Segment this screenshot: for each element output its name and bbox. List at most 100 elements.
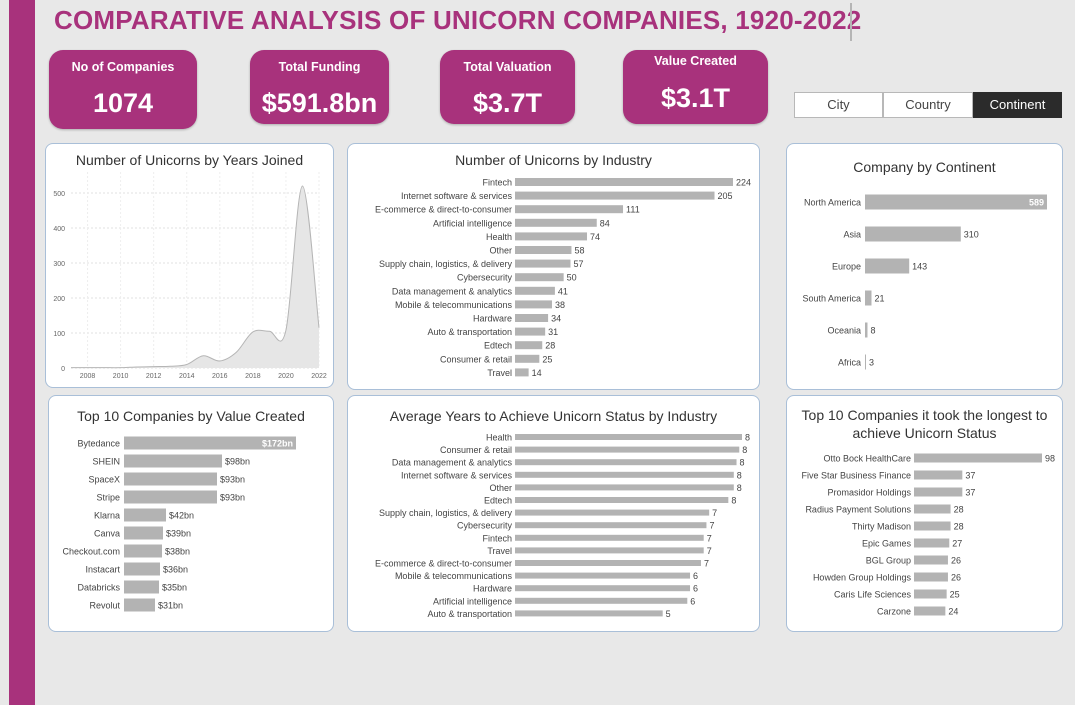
y-tick-label: 400 [53,226,65,233]
bar [124,454,222,468]
bar [515,434,742,440]
data-label: 8 [737,483,742,493]
bar [914,606,946,616]
category-label: SpaceX [88,475,120,485]
data-label: 111 [626,205,640,215]
category-label: Data management & analytics [392,458,513,468]
data-label: 589 [1029,198,1044,208]
data-label: 8 [870,326,875,336]
bar [515,246,572,254]
data-label: 310 [964,230,979,240]
bar [515,522,707,529]
chart-longest-to-unicorn: Top 10 Companies it took the longest to … [786,395,1063,632]
chart-years-joined: Number of Unicorns by Years Joined 0 100 2… [45,143,334,388]
category-label: Artificial intelligence [433,596,512,606]
bar [124,562,160,576]
bar [515,191,715,200]
kpi-label: Total Funding [278,60,361,74]
category-label: SHEIN [92,457,120,467]
category-label: Cybersecurity [457,273,513,283]
data-label: 8 [737,470,742,480]
bar [515,484,734,491]
data-label: 7 [709,521,714,531]
data-label: 74 [590,232,600,242]
bar [515,218,597,227]
slicer-city-button[interactable]: City [794,92,883,118]
bar [515,178,733,186]
category-label: Otto Bock HealthCare [823,454,911,464]
category-label: Internet software & services [401,470,513,480]
bar [124,544,162,558]
chart-avg-years-by-industry: Average Years to Achieve Unicorn Status … [347,395,760,632]
bar [515,471,734,478]
bar [515,232,588,241]
kpi-value: $591.8bn [261,88,378,118]
category-label: Hardware [473,314,512,324]
x-tick-label: 2012 [146,373,162,380]
bar [124,508,166,522]
data-label: 98 [1045,454,1055,464]
x-tick-label: 2018 [245,373,261,380]
slicer-continent-button[interactable]: Continent [973,92,1062,118]
category-label: North America [804,198,861,208]
bar [914,453,1042,463]
data-label: $35bn [162,583,187,593]
category-label: Canva [94,529,120,539]
bar [914,521,951,531]
data-label: $93bn [220,493,245,503]
area-fill [71,185,319,368]
x-tick-label: 2020 [278,373,294,380]
category-label: BGL Group [866,556,911,566]
data-label: 8 [740,458,745,468]
category-label: Cybersecurity [457,521,513,531]
category-label: Travel [487,368,512,378]
bar [865,194,1047,210]
x-tick-label: 2010 [113,373,129,380]
x-tick-label: 2016 [212,373,228,380]
category-label: Carzone [877,607,911,617]
sidebar [9,0,35,705]
category-label: Travel [487,546,512,556]
chart-years-svg: 0 100 200 300 400 500 2008 2010 2012 2014 2016 2018… [53,172,327,380]
data-label: 21 [874,294,884,304]
data-label: 14 [532,368,542,378]
bar [124,526,163,540]
category-label: Radius Payment Solutions [805,505,911,515]
chart-avgyears-svg: Health 8 Consumer & retail 8 Data management… [375,433,750,619]
data-label: 6 [693,571,698,581]
data-label: 25 [950,590,960,600]
chart-title: Top 10 Companies by Value Created [77,408,305,424]
data-label: 26 [951,556,961,566]
kpi-card-funding: Total Funding $591.8bn [250,50,389,124]
series-line [71,185,320,369]
title-divider [850,3,852,41]
bar [515,286,555,295]
y-tick-label: 500 [53,191,65,198]
category-label: Hardware [473,584,512,594]
category-label: Klarna [94,511,120,521]
chart-title: Top 10 Companies it took the longest to … [801,407,1048,441]
slicer-country-button[interactable]: Country [883,92,973,118]
bar [515,368,529,377]
category-label: Artificial intelligence [433,218,512,228]
category-label: Auto & transportation [427,609,512,619]
kpi-card-value-created: Value Created $3.1T [623,50,768,124]
data-label: 31 [548,327,558,337]
category-label: Edtech [484,496,512,506]
bar [515,509,710,516]
chart-unicorns-by-industry: Number of Unicorns by Industry Fintech 22… [347,143,760,390]
bar [914,470,963,480]
data-label: 205 [718,191,733,201]
category-label: Oceania [827,326,861,336]
data-label: $38bn [165,547,190,557]
kpi-card-valuation: Total Valuation $3.7T [440,50,575,124]
data-label: 27 [952,539,962,549]
data-label: 58 [574,246,584,256]
page-title: COMPARATIVE ANALYSIS OF UNICORN COMPANIE… [54,5,862,35]
bar [914,538,950,548]
kpi-card-companies: No of Companies 1074 [49,50,197,129]
bar [515,534,704,541]
category-label: Checkout.com [62,547,120,557]
category-label: Mobile & telecommunications [395,571,513,581]
data-label: 3 [869,358,874,368]
